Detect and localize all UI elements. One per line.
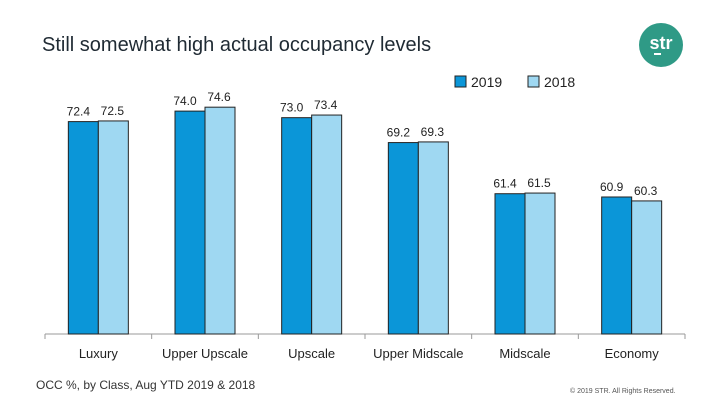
data-label-2018: 61.5	[527, 176, 551, 190]
data-label-2019: 61.4	[493, 177, 517, 191]
legend-label-2018: 2018	[544, 74, 575, 90]
legend-swatch-2019	[454, 75, 467, 88]
category-label: Economy	[605, 346, 660, 361]
bar-2018	[204, 106, 236, 335]
logo-circle	[639, 23, 683, 67]
category-label: Upper Upscale	[162, 346, 248, 361]
chart-title: Still somewhat high actual occupancy lev…	[42, 34, 432, 56]
copyright-notice: © 2019 STR. All Rights Reserved.	[570, 388, 676, 395]
category-label: Upper Midscale	[373, 346, 463, 361]
data-label-2018: 72.5	[101, 104, 125, 118]
category-label: Luxury	[79, 346, 119, 361]
chart-footnote: OCC %, by Class, Aug YTD 2019 & 2018	[36, 378, 256, 392]
category-label: Upscale	[288, 346, 335, 361]
bar-2018	[524, 192, 556, 335]
logo-underline	[654, 53, 661, 55]
bar-2018	[631, 200, 663, 335]
data-label-2018: 73.4	[314, 98, 338, 112]
category-label: Midscale	[499, 346, 550, 361]
data-label-2019: 69.2	[387, 126, 411, 140]
bar-2019	[174, 110, 206, 335]
str-logo: str	[639, 23, 683, 67]
data-label-2019: 73.0	[280, 101, 304, 115]
bar-2019	[281, 117, 313, 335]
legend-swatch-2018	[527, 75, 540, 88]
data-label-2018: 69.3	[421, 125, 445, 139]
bar-2019	[387, 142, 419, 335]
bar-2018	[97, 120, 129, 335]
bar-2018	[417, 141, 449, 335]
logo-text: str	[649, 33, 672, 53]
data-label-2018: 74.6	[207, 90, 231, 104]
data-label-2019: 60.9	[600, 180, 624, 194]
bar-2019	[67, 121, 99, 335]
data-label-2019: 74.0	[173, 94, 197, 108]
bar-2019	[494, 193, 526, 335]
data-label-2018: 60.3	[634, 184, 658, 198]
bar-2018	[311, 114, 343, 335]
legend-label-2019: 2019	[471, 74, 502, 90]
bar-2019	[601, 196, 633, 335]
data-label-2019: 72.4	[67, 105, 91, 119]
